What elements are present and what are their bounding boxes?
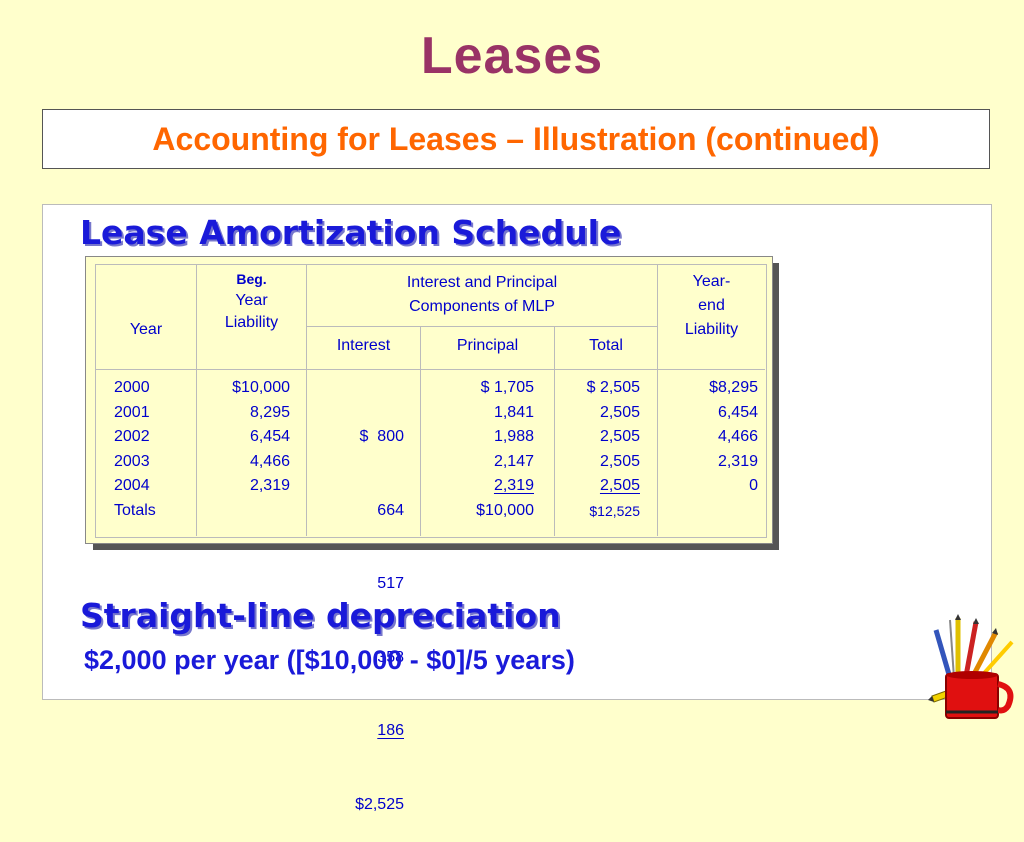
cell-year: 2001 — [114, 403, 150, 421]
col-divider — [196, 264, 197, 536]
header-interest: Interest — [336, 337, 391, 354]
header-end-line1: Year- — [692, 273, 731, 290]
slide-title: Leases — [420, 27, 604, 85]
cell-total: 2,505 — [557, 474, 640, 499]
cell-principal: 2,319 — [424, 474, 534, 499]
header-beg-liability: Beg. Year Liability — [197, 268, 306, 334]
cell-principal: 1,988 — [493, 428, 534, 445]
cell-principal: 1,841 — [493, 403, 534, 421]
cell-end: $8,295 — [709, 379, 758, 396]
col-divider — [554, 327, 555, 536]
column-total: $ 2,505 2,505 2,505 2,505 2,505 $12,525 — [557, 376, 640, 523]
cell-year: 2003 — [114, 452, 150, 470]
header-components: Interest and Principal Components of MLP — [307, 271, 657, 319]
depreciation-text: $2,000 per year ([$10,000 - $0]/5 years) — [84, 645, 575, 675]
cell-principal-last: 2,319 — [493, 477, 534, 494]
header-end-line3: Liability — [684, 321, 739, 338]
column-beg-liability: $10,000 8,295 6,454 4,466 2,319 — [198, 376, 290, 499]
cell-interest: $ 800 — [359, 428, 404, 445]
cell-beg: $10,000 — [232, 379, 290, 396]
cell-end: 0 — [749, 477, 758, 494]
header-end-line2: end — [698, 297, 725, 314]
cell-principal: 2,147 — [493, 452, 534, 470]
header-year-end-liability: Year- end Liability — [658, 270, 765, 342]
cell-beg: 8,295 — [249, 403, 290, 421]
cell-interest: 186 — [310, 719, 404, 744]
header-components-line1: Interest and Principal — [406, 274, 558, 291]
cell-end: 4,466 — [717, 428, 758, 445]
cell-beg: 4,466 — [249, 452, 290, 470]
amortization-table — [95, 264, 767, 538]
cell-total-last: 2,505 — [599, 477, 640, 494]
cell-year: 2000 — [114, 379, 150, 396]
cell-principal: $ 1,705 — [480, 379, 534, 396]
cell-beg: 6,454 — [249, 428, 290, 445]
header-beg-line1: Beg. — [236, 271, 267, 287]
cell-total: $ 2,505 — [586, 379, 640, 396]
cell-interest: 517 — [377, 575, 404, 592]
column-year-end-liability: $8,295 6,454 4,466 2,319 0 — [660, 376, 758, 499]
cell-totals-label: Totals — [114, 501, 156, 519]
cell-year: 2002 — [114, 428, 150, 445]
cell-interest: 358 — [377, 648, 404, 666]
schedule-heading: Lease Amortization Schedule — [80, 213, 622, 252]
column-year: 2000 2001 2002 2003 2004 Totals — [114, 376, 194, 523]
cell-interest-total: $2,525 — [355, 795, 404, 813]
column-principal: $ 1,705 1,841 1,988 2,147 2,319 $10,000 — [424, 376, 534, 523]
col-divider — [420, 327, 421, 536]
depreciation-heading: Straight-line depreciation — [80, 596, 561, 635]
col-divider — [306, 264, 307, 536]
cell-total-total: $12,525 — [589, 502, 640, 519]
cell-principal-total: $10,000 — [476, 501, 534, 519]
cell-total: 2,505 — [599, 452, 640, 470]
header-divider — [95, 369, 765, 370]
cell-end: 2,319 — [717, 452, 758, 470]
header-beg-line2: Year — [235, 292, 268, 309]
pencil-cup-icon — [928, 614, 1014, 719]
row-divider — [306, 326, 657, 327]
header-principal: Principal — [456, 337, 519, 354]
header-components-line2: Components of MLP — [409, 298, 555, 315]
cell-total: 2,505 — [599, 428, 640, 445]
col-divider — [657, 264, 658, 536]
cell-interest-last: 186 — [377, 722, 404, 739]
header-total: Total — [589, 337, 623, 354]
subtitle: Accounting for Leases – Illustration (co… — [152, 120, 880, 157]
header-beg-line3: Liability — [224, 314, 279, 331]
header-year: Year — [129, 321, 163, 338]
cell-total: 2,505 — [599, 403, 640, 421]
cell-year: 2004 — [114, 477, 150, 494]
subtitle-box: Accounting for Leases – Illustration (co… — [42, 109, 990, 169]
cell-end: 6,454 — [717, 403, 758, 421]
cell-beg: 2,319 — [249, 477, 290, 494]
cell-interest: 664 — [377, 501, 404, 519]
